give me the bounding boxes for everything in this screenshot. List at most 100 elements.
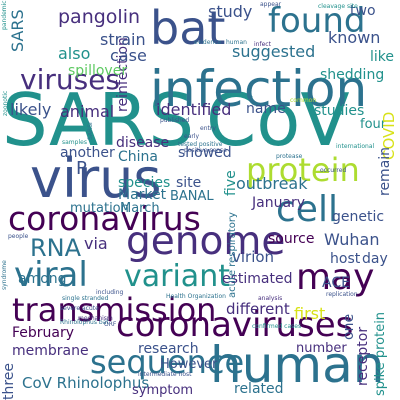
word-january: January <box>252 195 306 211</box>
word-identified: identified <box>156 100 232 119</box>
word-source: source <box>268 231 315 247</box>
word-five: five <box>223 170 239 196</box>
word-cov-rhinolophus: CoV Rhinolophus <box>22 374 150 392</box>
word-remain: remain <box>377 146 393 196</box>
word-people: people <box>8 233 29 240</box>
word-single-stranded: single stranded <box>62 295 109 302</box>
word-pangolin: pangolin <box>58 6 141 28</box>
word-coronaviruses: coronaviruses <box>116 305 354 345</box>
word-samples: samples <box>62 139 87 146</box>
word-spike-protein: spike protein <box>373 311 388 396</box>
word-virion: virion <box>232 248 275 266</box>
word-another: another <box>60 145 115 161</box>
word-number: number <box>296 341 347 356</box>
word-outbreak: outbreak <box>236 174 308 193</box>
word-research: research <box>138 341 199 357</box>
word-related: related <box>234 381 284 397</box>
word-protein: protein <box>246 151 360 189</box>
word-genome: genome <box>126 219 286 264</box>
word-including: including <box>96 289 124 296</box>
word-human: human <box>210 336 385 394</box>
word-sequence: sequence <box>90 343 245 381</box>
word-positive-sense: positive sense <box>184 147 227 154</box>
word-bat: bat <box>150 1 226 55</box>
word-different: different <box>226 300 290 318</box>
word-known: known <box>328 28 381 47</box>
word-international: international <box>336 143 375 150</box>
word-mechanism: mechanism <box>78 315 113 322</box>
word-ace: ACE <box>322 275 350 291</box>
word-shedding: shedding <box>320 67 385 83</box>
word-likely: likely <box>10 100 52 119</box>
word-acute-respiratory: acute respiratory <box>227 212 238 298</box>
word-estimated: estimated <box>222 271 293 287</box>
word-name: name <box>246 101 286 117</box>
word-health-organization: Health Organization <box>166 293 226 300</box>
word-wuhan: Wuhan <box>324 230 380 249</box>
word-virus: virus <box>30 147 162 210</box>
word-found: found <box>268 1 366 41</box>
word-confirmed-cases: confirmed cases <box>252 323 302 330</box>
word-via: via <box>84 234 108 253</box>
word-rhinolophus-bat: Rhinolophus bat <box>60 319 109 326</box>
word-severe-acute: severe acute <box>60 305 99 312</box>
word-three: three <box>1 362 17 400</box>
word-market: Market <box>118 187 167 203</box>
word-two: two <box>350 3 376 19</box>
word-infect: infect <box>254 41 271 48</box>
word-viruses: viruses <box>20 63 121 96</box>
word-rna: RNA <box>30 234 82 262</box>
word-studies: studies <box>314 103 365 119</box>
word-suggested: suggested <box>232 42 316 61</box>
word-entry: entry <box>200 125 216 132</box>
word-host: host <box>330 251 361 267</box>
word-like: like <box>370 49 395 65</box>
word-early: early <box>184 133 200 140</box>
word-variant: variant <box>124 259 230 294</box>
word-sars-small: SARS <box>8 9 27 52</box>
word-membrane: membrane <box>12 343 89 359</box>
word-replication: replication <box>326 291 358 298</box>
word-infection: infection <box>150 60 368 118</box>
word-four: four <box>360 117 387 132</box>
word-transmission: transmission <box>12 291 217 329</box>
word-orf: ORF <box>104 321 117 328</box>
word-r: R <box>76 158 89 179</box>
word-may: may <box>296 257 375 298</box>
word-protease: protease <box>276 153 303 160</box>
word-coronavirus: coronavirus <box>8 199 201 238</box>
word-study: study <box>208 2 253 21</box>
word-symptom: symptom <box>132 383 194 398</box>
word-sars: SARS <box>2 78 195 162</box>
word-disease: disease <box>116 135 170 151</box>
word-sarsr: SARSr <box>87 121 94 140</box>
word-viral: viral <box>14 255 88 295</box>
word-china: China <box>118 149 158 165</box>
word-site: site <box>176 175 202 191</box>
word-cov: CoV <box>206 78 350 162</box>
word-intermediate-host: intermediate host <box>138 371 192 378</box>
word-cell: cell <box>276 189 338 230</box>
word-receptor: receptor <box>355 326 371 386</box>
word-genetic: genetic <box>332 209 385 225</box>
word-february: February <box>12 325 75 341</box>
word-showed: showed <box>178 145 232 161</box>
word-however: However <box>160 357 218 372</box>
word-banal: BANAL <box>170 189 214 204</box>
word-species: species <box>118 175 171 191</box>
word-published: published <box>160 117 190 124</box>
word-strain: strain <box>100 30 146 49</box>
word-march: March <box>120 201 160 216</box>
word-day: day <box>362 251 388 267</box>
word-tested-positive: tested positive <box>178 141 223 148</box>
word-syndrome: syndrome <box>1 260 8 290</box>
word-appear: appear <box>260 1 282 8</box>
word-also: also <box>58 44 91 63</box>
word-animal: animal <box>60 102 115 121</box>
word-cleavage-site: cleavage site <box>318 3 358 10</box>
word-zoonotic: zoonotic <box>2 90 9 116</box>
word-common: common <box>290 97 317 104</box>
word-among: among <box>18 271 67 287</box>
word-evidence: evidence <box>194 39 222 46</box>
